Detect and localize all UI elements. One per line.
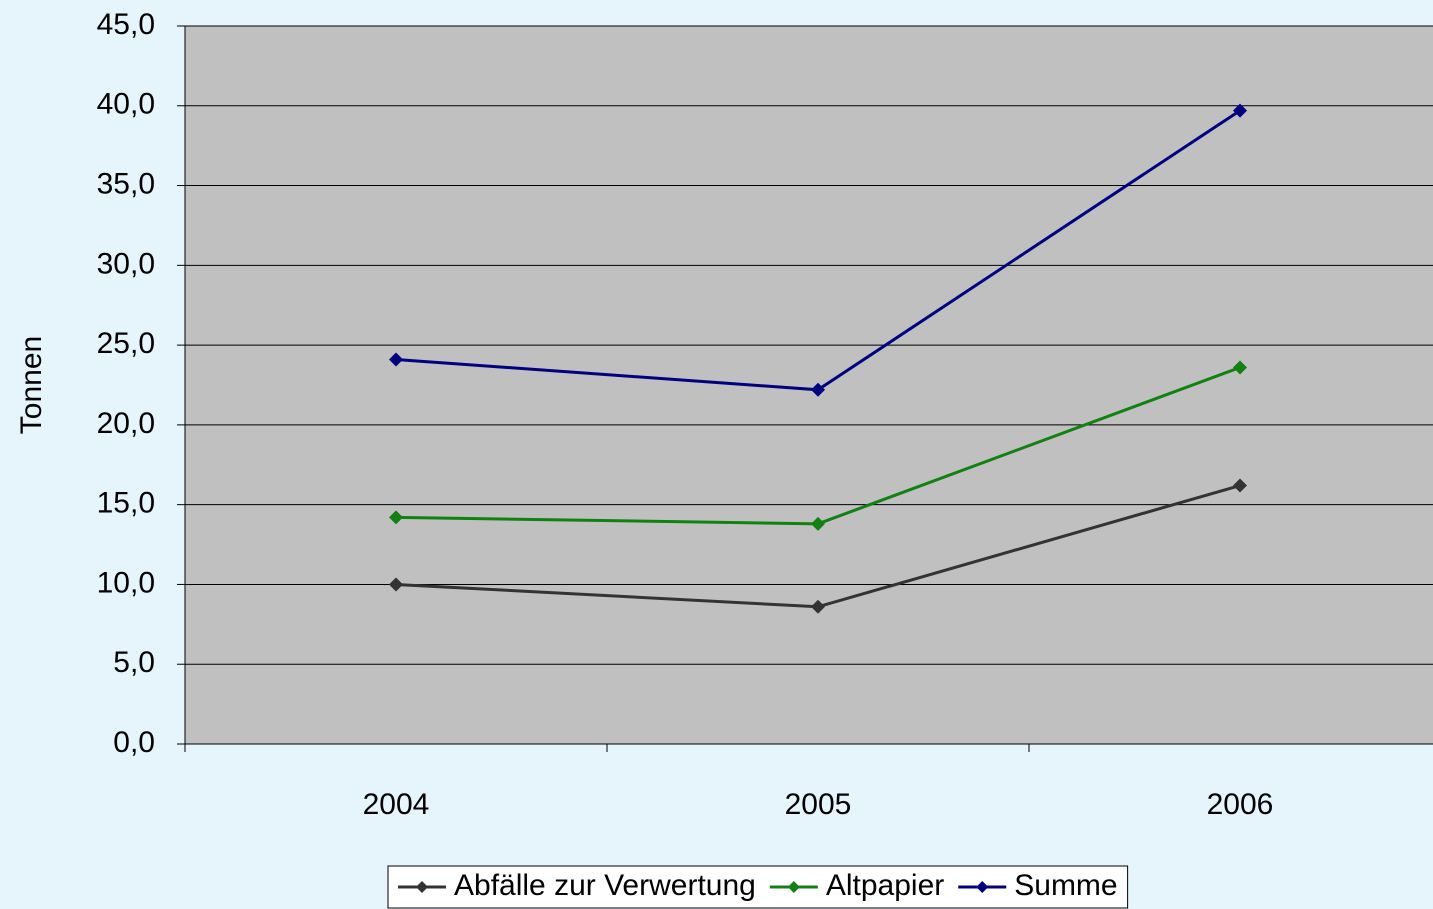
point [811,382,825,397]
y-tick-label: 35,0 [97,167,155,200]
y-tick-label: 15,0 [97,487,155,520]
point [811,599,825,614]
y-tick-label: 10,0 [97,566,155,599]
y-tick-label: 30,0 [97,247,155,280]
point [389,352,403,367]
point [389,510,403,525]
x-tick-label: 2004 [363,788,430,821]
point [1233,478,1247,493]
x-tick-label: 2006 [1207,788,1274,821]
x-tick-label: 2005 [785,788,852,821]
legend-marker [416,881,428,893]
y-axis-label: Tonnen [15,336,48,434]
y-tick-label: 45,0 [97,8,155,41]
point [1233,360,1247,375]
legend: Abfälle zur Verwertung Altpapier Summe [387,865,1129,909]
point [389,577,403,592]
legend-label: Abfälle zur Verwertung [454,869,756,902]
y-tick-label: 40,0 [97,88,155,121]
y-tick-label: 20,0 [97,407,155,440]
point [811,516,825,531]
y-tick-label: 0,0 [113,726,155,759]
legend-marker [976,881,989,893]
legend-marker [787,881,800,893]
legend-label: Summe [1014,869,1117,902]
y-tick-label: 25,0 [97,327,155,360]
legend-label: Altpapier [826,869,944,902]
y-tick-label: 5,0 [113,646,155,679]
plot-area [185,26,1433,744]
point [1233,103,1247,118]
